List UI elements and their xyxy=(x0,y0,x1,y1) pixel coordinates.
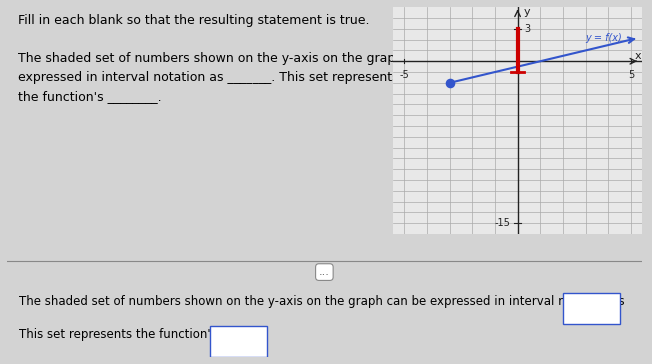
Text: y: y xyxy=(524,7,530,17)
Text: 5: 5 xyxy=(628,70,634,80)
Bar xyxy=(210,326,267,357)
Text: ▼: ▼ xyxy=(256,336,264,346)
Text: y = f(x): y = f(x) xyxy=(585,33,622,43)
Text: -15: -15 xyxy=(495,218,511,228)
Text: ...: ... xyxy=(319,267,330,277)
Text: Fill in each blank so that the resulting statement is true.

The shaded set of n: Fill in each blank so that the resulting… xyxy=(18,14,449,103)
Bar xyxy=(563,293,620,324)
Text: 3: 3 xyxy=(524,24,530,34)
Text: This set represents the function's: This set represents the function's xyxy=(20,328,217,341)
Text: The shaded set of numbers shown on the y-axis on the graph can be expressed in i: The shaded set of numbers shown on the y… xyxy=(20,295,625,308)
Point xyxy=(445,80,455,86)
Text: -5: -5 xyxy=(400,70,409,80)
Text: x: x xyxy=(634,51,641,61)
Text: ▼: ▼ xyxy=(609,303,617,313)
